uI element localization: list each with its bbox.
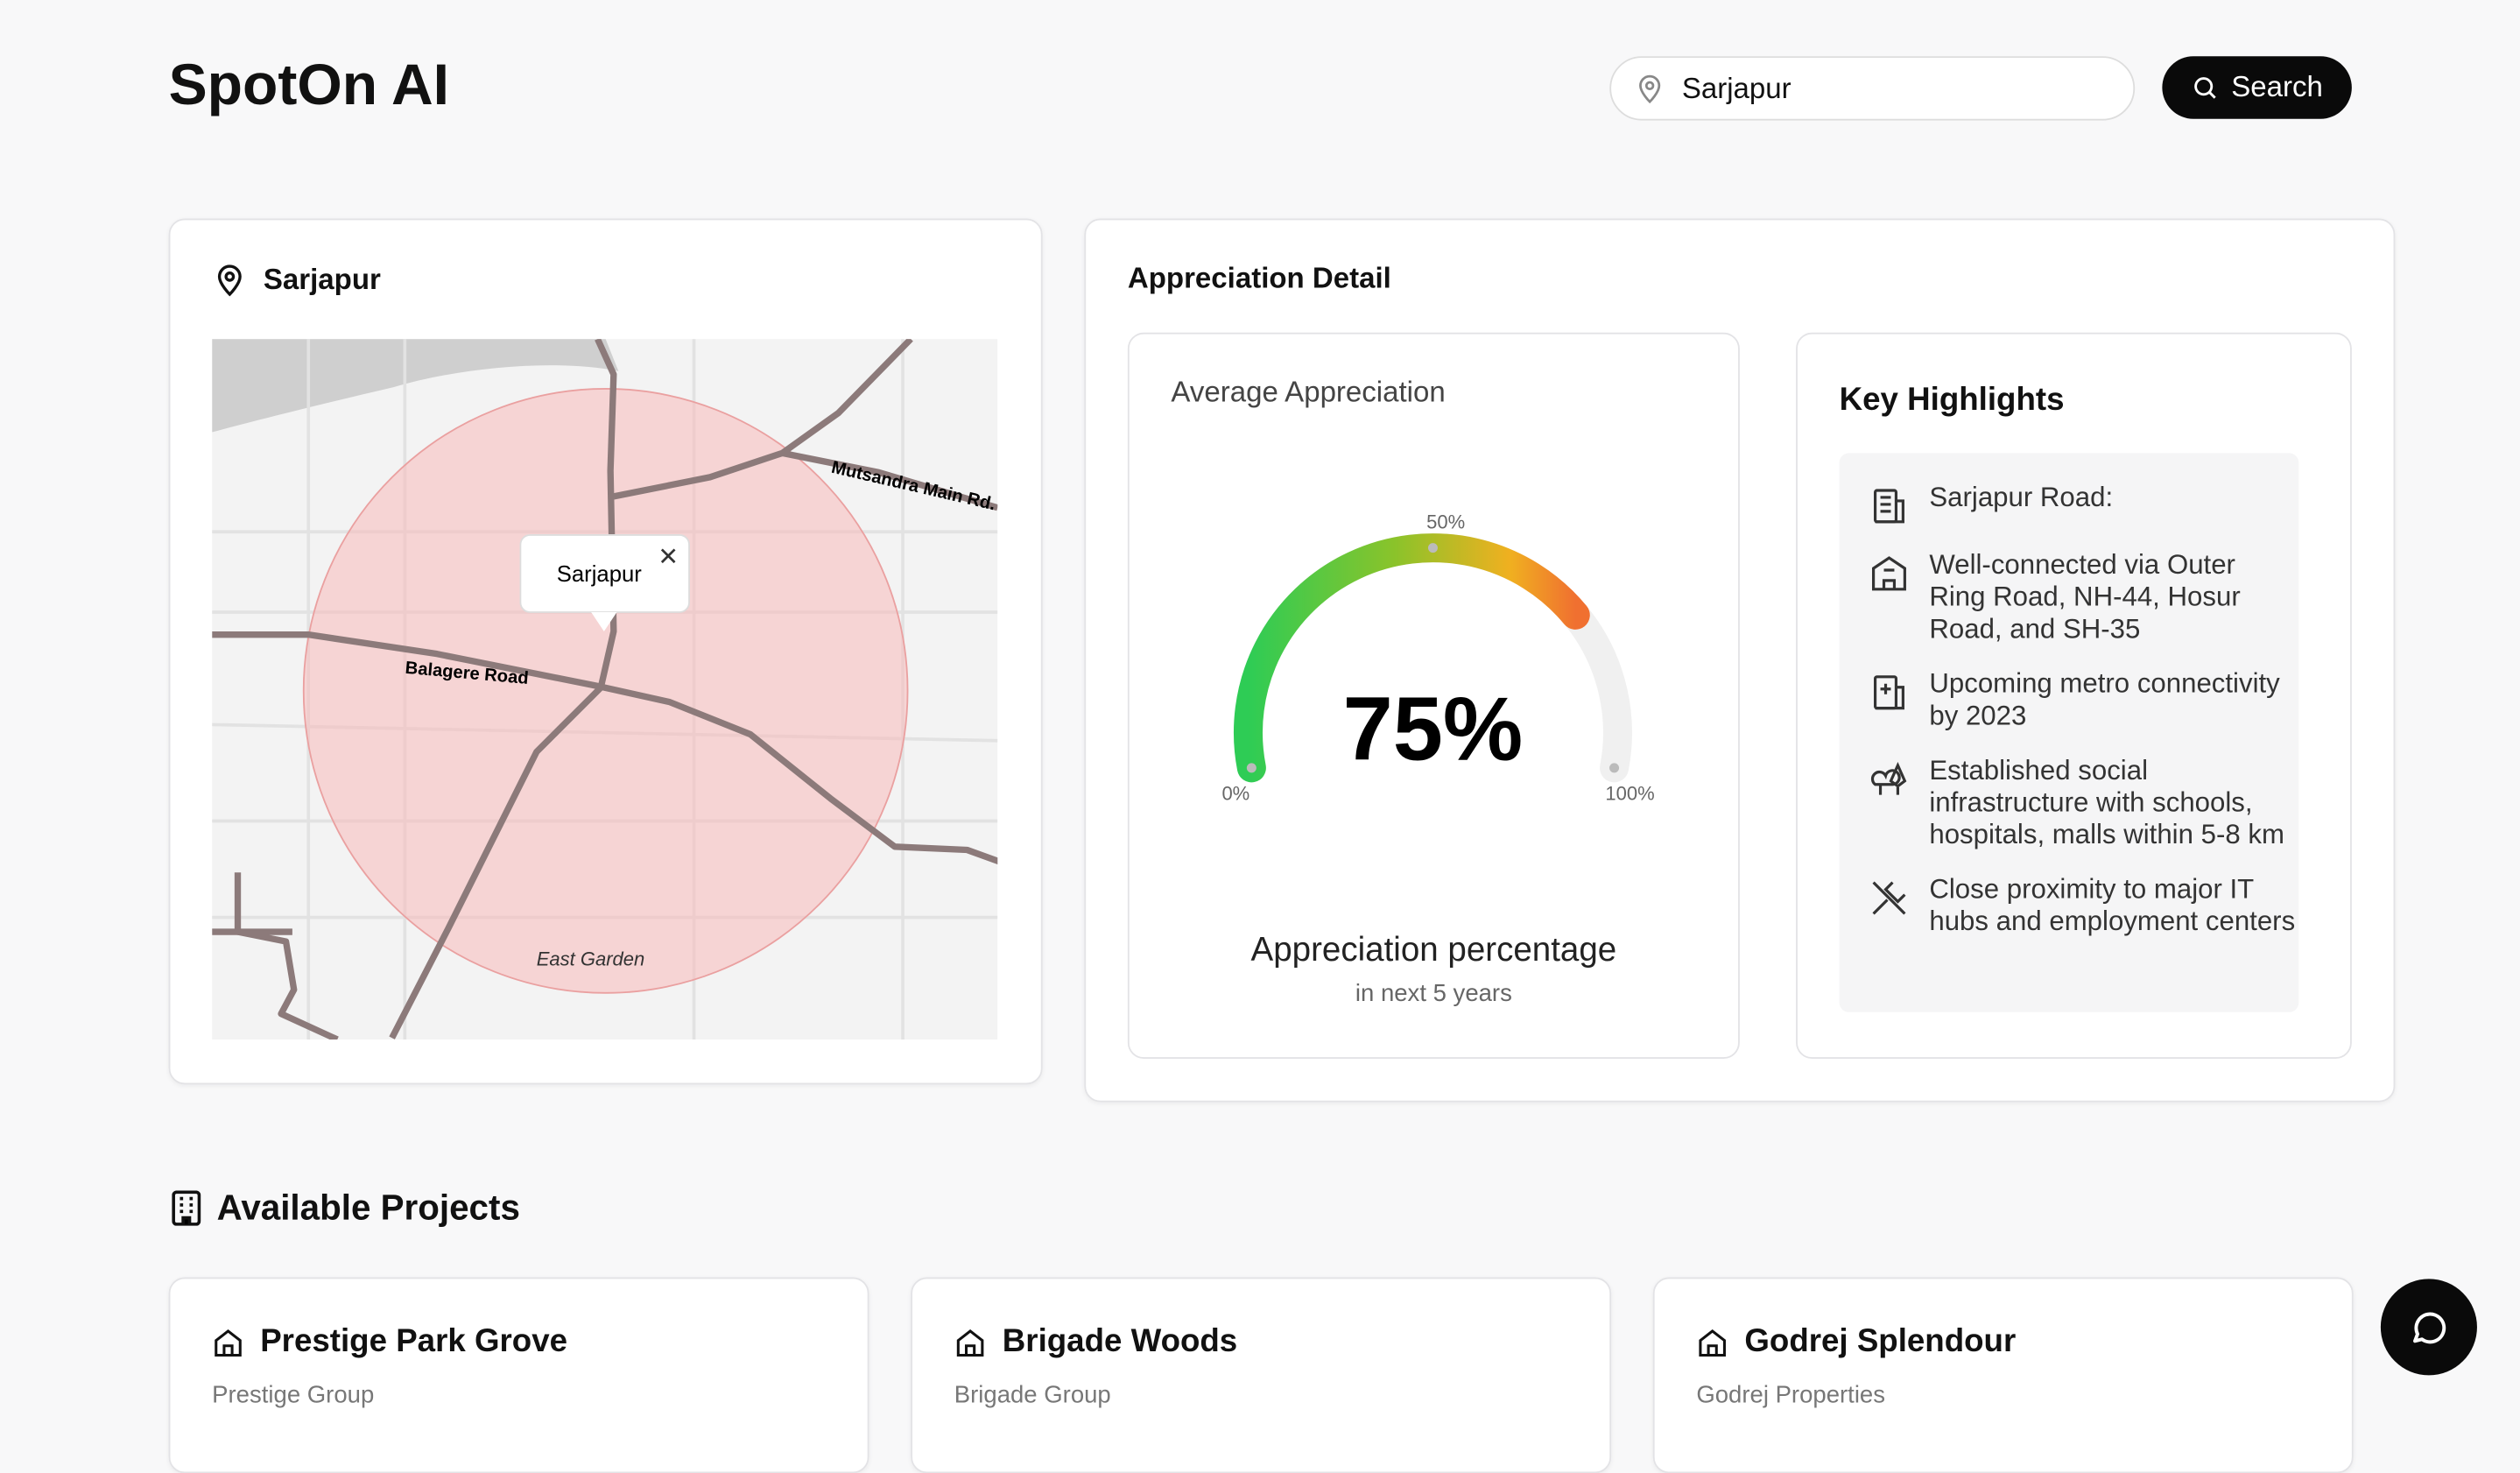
projects-header: Available Projects xyxy=(172,1188,520,1230)
gauge-heading: Average Appreciation xyxy=(1171,376,1446,408)
highlight-item: Sarjapur Road: xyxy=(1869,482,2299,526)
chat-button[interactable] xyxy=(2380,1279,2477,1376)
gauge-tick-label: 100% xyxy=(1605,783,1654,805)
page: SpotOn AI Sarjapur Search Sarjapur xyxy=(168,51,2477,1473)
gauge-tick xyxy=(1609,763,1620,773)
map-header: Sarjapur xyxy=(212,262,381,297)
popup-close[interactable] xyxy=(660,548,676,564)
project-developer: Prestige Group xyxy=(212,1381,375,1409)
highlight-text: Well-connected via Outer Ring Road, NH-4… xyxy=(1929,549,2241,645)
gauge-tick-label: 0% xyxy=(1221,783,1249,805)
home-icon xyxy=(1699,1329,1726,1357)
search-icon xyxy=(2194,77,2216,99)
highlight-icon xyxy=(1873,489,1904,524)
gauge-subcaption: in next 5 years xyxy=(1355,980,1512,1008)
map-popup: Sarjapur xyxy=(519,534,690,631)
highlight-item: Well-connected via Outer Ring Road, NH-4… xyxy=(1869,549,2299,645)
project-card[interactable]: Prestige Park Grove Prestige Group xyxy=(168,1277,869,1473)
highlight-icon xyxy=(1872,556,1906,591)
appreciation-title: Appreciation Detail xyxy=(1127,262,1391,294)
highlight-icon xyxy=(1873,675,1904,710)
map-title: Sarjapur xyxy=(263,262,381,295)
gauge: 75% 0% 50% 100% xyxy=(1221,511,1654,805)
highlights-card: Key Highlights Sarjapur Road: Well-connec… xyxy=(1796,332,2352,1060)
search-value: Sarjapur xyxy=(1681,71,1791,104)
home-icon xyxy=(956,1329,984,1357)
pin-icon xyxy=(217,264,242,297)
highlights-list: Sarjapur Road: Well-connected via Outer R… xyxy=(1839,453,2299,1012)
project-name: Prestige Park Grove xyxy=(260,1323,568,1360)
project-name: Godrej Splendour xyxy=(1744,1323,2017,1360)
app-title: SpotOn AI xyxy=(168,51,450,117)
pin-icon xyxy=(1639,74,1661,104)
project-title: Prestige Park Grove xyxy=(212,1324,567,1361)
project-title: Godrej Splendour xyxy=(1696,1324,2016,1361)
gauge-bar xyxy=(1234,533,1590,783)
map[interactable]: Mutsandra Main Rd. Balagere Road East Ga… xyxy=(212,339,998,1040)
projects-title: Available Projects xyxy=(216,1187,520,1228)
project-title: Brigade Woods xyxy=(954,1324,1237,1361)
gauge-tick xyxy=(1427,543,1438,553)
gauge-tick xyxy=(1246,763,1256,773)
highlight-text: Upcoming metro connectivity by 2023 xyxy=(1929,668,2280,731)
home-icon xyxy=(215,1329,242,1357)
project-name: Brigade Woods xyxy=(1002,1323,1238,1360)
highlight-text: Close proximity to major IT hubs and emp… xyxy=(1929,874,2296,937)
gauge-caption: Appreciation percentage xyxy=(1250,932,1617,969)
project-card[interactable]: Brigade Woods Brigade Group xyxy=(911,1277,1612,1473)
highlight-text: Sarjapur Road: xyxy=(1929,482,2114,513)
highlight-item: Established social infrastructure with s… xyxy=(1869,755,2299,851)
highlight-text: Established social infrastructure with s… xyxy=(1929,755,2284,850)
building-icon xyxy=(172,1190,201,1226)
highlights-title: Key Highlights xyxy=(1839,382,2065,418)
map-card: Sarjapur Mutsandra Main Rd. Balagere Roa… xyxy=(168,218,1043,1085)
map-place-label: East Garden xyxy=(537,948,645,970)
highlight-icon xyxy=(1872,881,1906,915)
app: SpotOn AI Sarjapur Search Sarjapur xyxy=(168,51,2477,1473)
gauge-value: 75% xyxy=(1343,678,1524,779)
highlight-icon xyxy=(1870,761,1907,795)
search-input[interactable]: Sarjapur xyxy=(1609,56,2136,121)
search-button[interactable]: Search xyxy=(2162,56,2352,119)
gauge-card: Average Appreciation 75% 0% 50% 100% Appre… xyxy=(1127,332,1740,1060)
highlight-item: Close proximity to major IT hubs and emp… xyxy=(1869,874,2299,938)
appreciation-card: Appreciation Detail Average Appreciation… xyxy=(1084,218,2396,1103)
map-popup-label: Sarjapur xyxy=(557,562,642,587)
project-card[interactable]: Godrej Splendour Godrej Properties xyxy=(1652,1277,2354,1473)
gauge-tick-label: 50% xyxy=(1426,511,1465,533)
search-button-label: Search xyxy=(2231,70,2323,103)
chat-icon xyxy=(2413,1312,2446,1344)
project-developer: Godrej Properties xyxy=(1696,1381,1886,1409)
highlight-item: Upcoming metro connectivity by 2023 xyxy=(1869,668,2299,732)
project-developer: Brigade Group xyxy=(954,1381,1111,1409)
